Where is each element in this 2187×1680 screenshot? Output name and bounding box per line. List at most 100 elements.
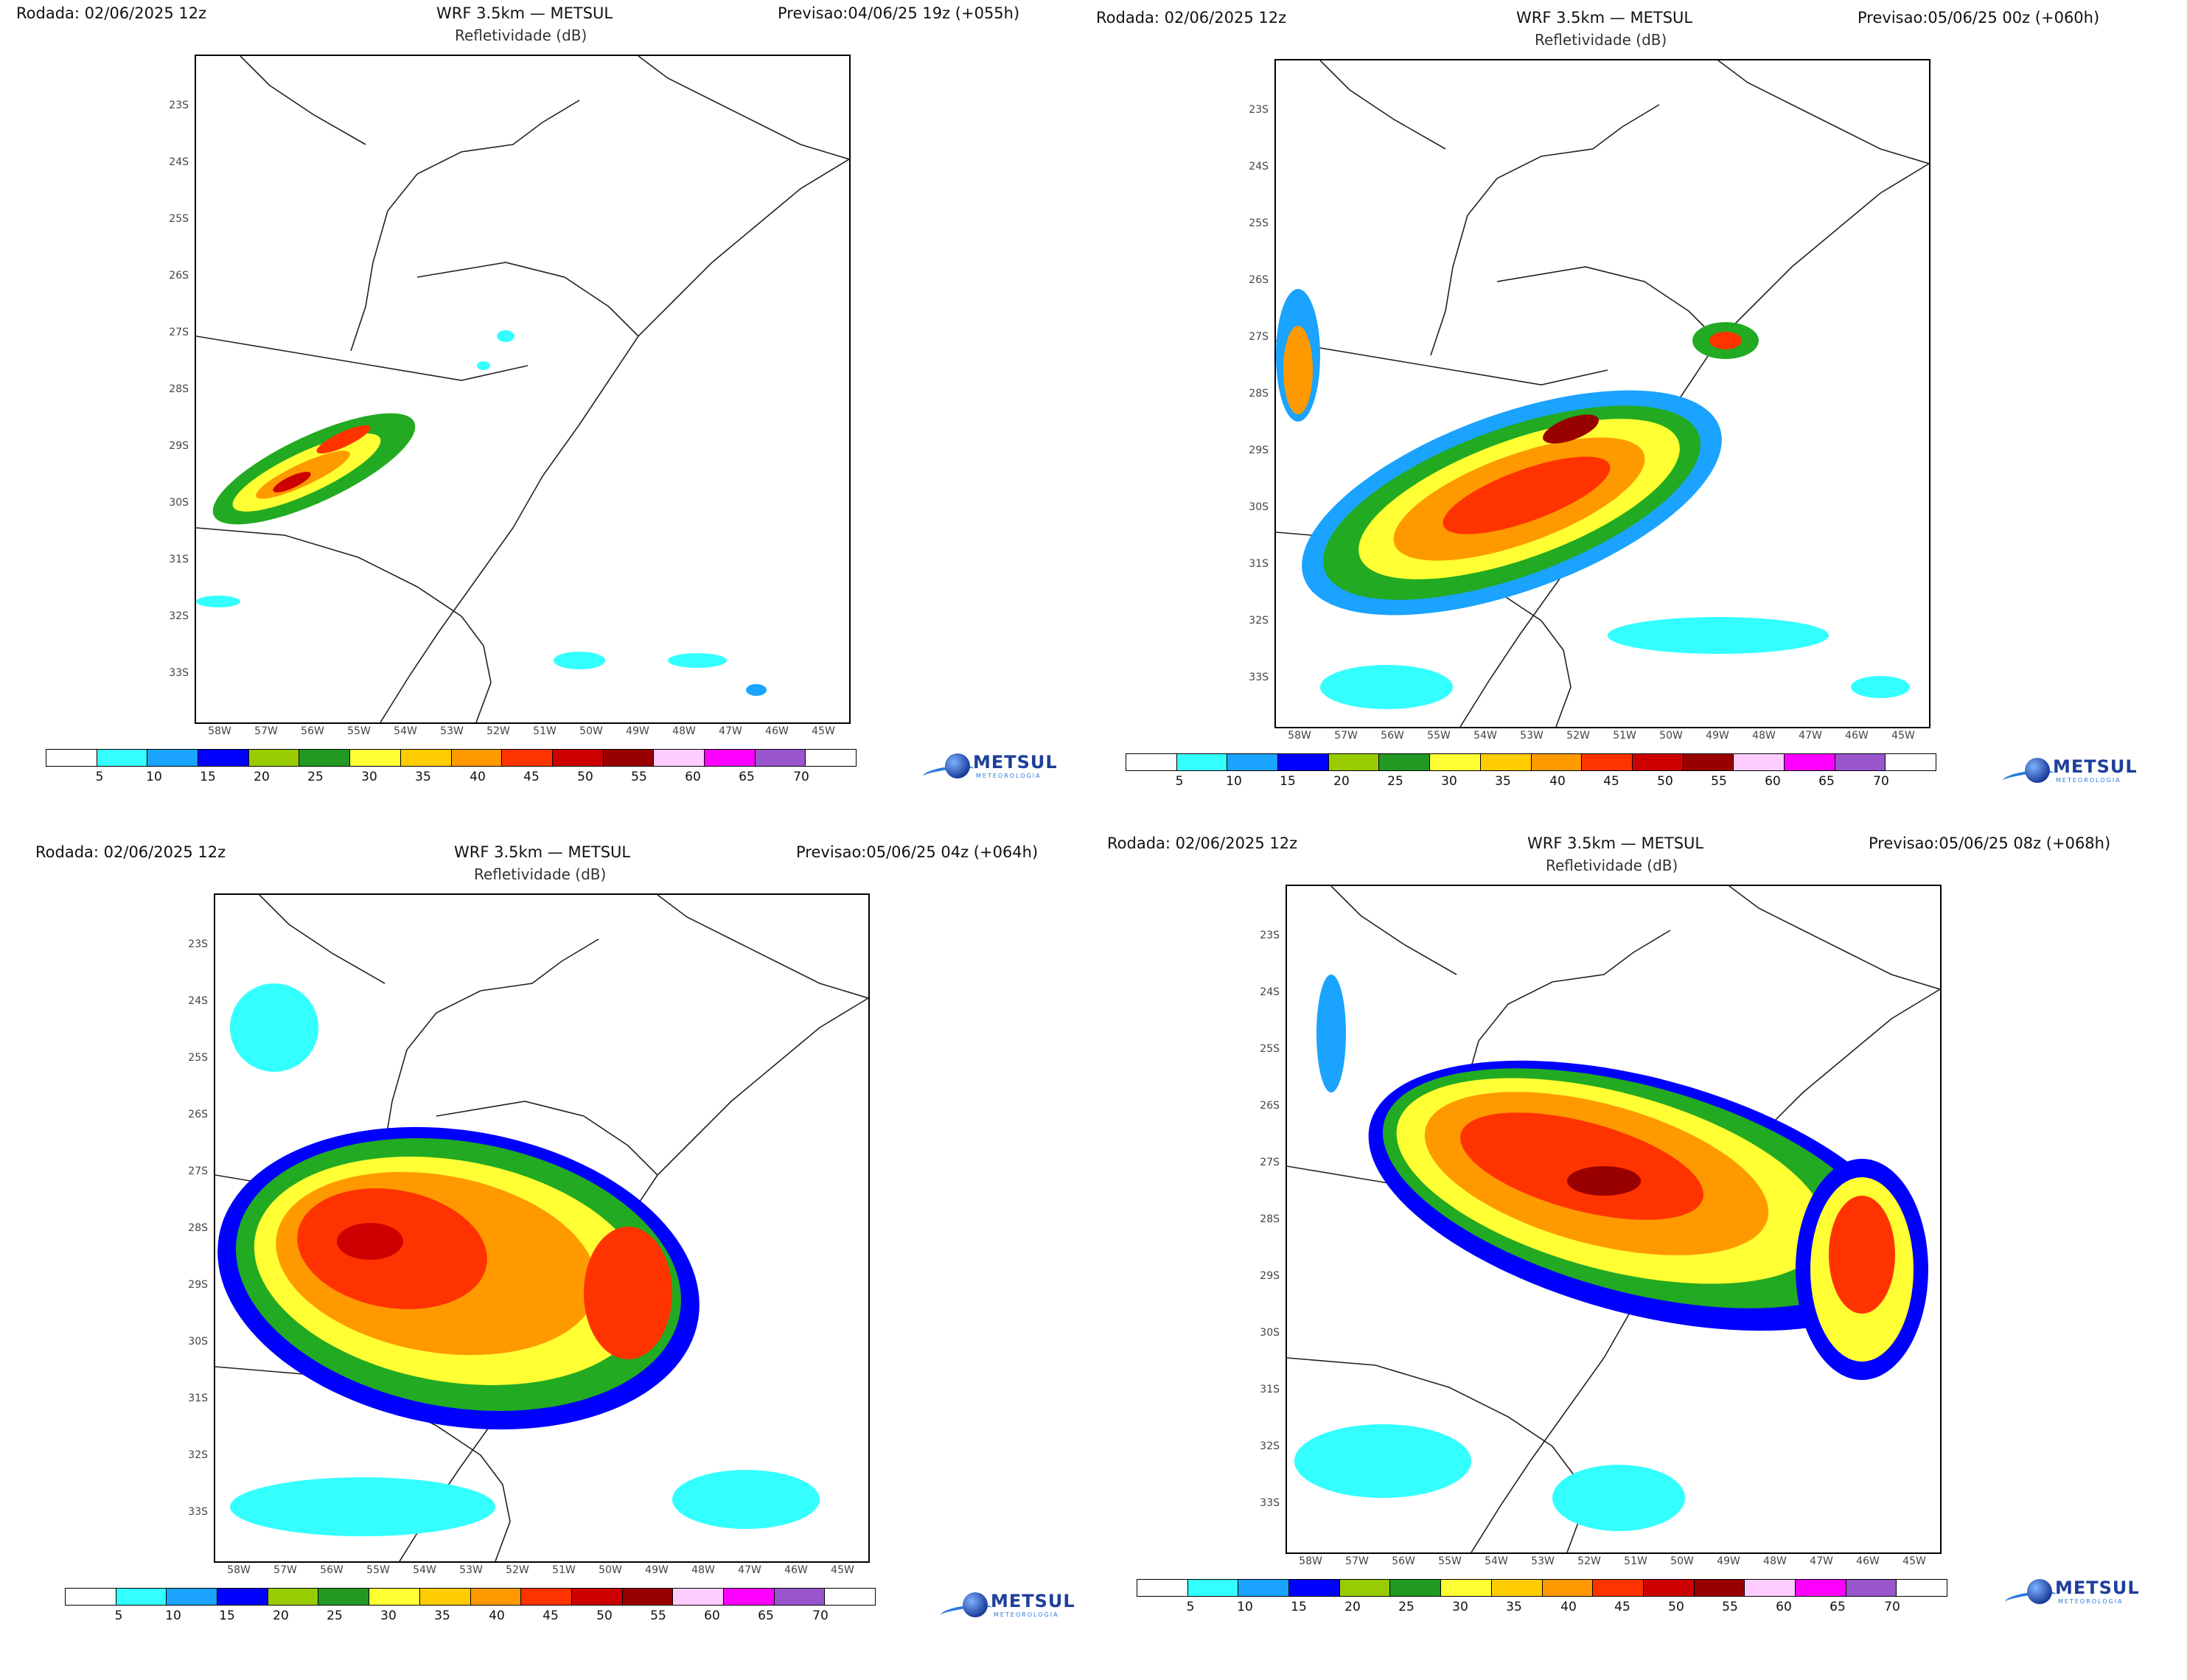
colorbar-label: 25 xyxy=(307,770,324,784)
colorbar-swatch xyxy=(268,1589,319,1605)
lon-label: 52W xyxy=(1577,1555,1601,1567)
colorbar-label: 15 xyxy=(200,770,216,784)
lon-label: 45W xyxy=(812,725,835,737)
colorbar-swatch xyxy=(217,1589,268,1605)
colorbar-swatch xyxy=(755,750,806,766)
lon-label: 55W xyxy=(1438,1555,1462,1567)
lon-label: 50W xyxy=(1659,730,1683,742)
colorbar-label: 60 xyxy=(685,770,701,784)
colorbar-swatch xyxy=(1897,1580,1947,1596)
model-title: WRF 3.5km — METSUL xyxy=(1516,9,1693,27)
colorbar-label: 25 xyxy=(1398,1600,1415,1614)
forecast-label: Previsao:05/06/25 04z (+064h) xyxy=(796,843,1039,861)
model-title: WRF 3.5km — METSUL xyxy=(454,843,631,861)
colorbar-label: 15 xyxy=(219,1608,235,1623)
lat-label: 30S xyxy=(188,1336,208,1348)
metsul-logo: METSUL METEOROLOGIA xyxy=(2002,755,2137,787)
colorbar-label: 30 xyxy=(1441,774,1457,789)
colorbar-swatch xyxy=(1137,1580,1188,1596)
lat-label: 31S xyxy=(169,554,189,565)
colorbar-label: 65 xyxy=(1830,1600,1846,1614)
panel-1: Rodada: 02/06/2025 12z WRF 3.5km — METSU… xyxy=(0,0,1084,826)
lon-label: 46W xyxy=(1845,730,1869,742)
colorbar-swatch xyxy=(1339,1580,1391,1596)
run-label: Rodada: 02/06/2025 12z xyxy=(35,843,226,861)
logo-name: METSUL xyxy=(2053,756,2138,777)
colorbar-swatch xyxy=(451,750,503,766)
lon-label: 48W xyxy=(672,725,696,737)
colorbar-swatch xyxy=(1531,754,1583,770)
lon-label: 50W xyxy=(599,1564,622,1576)
lon-label: 50W xyxy=(1670,1555,1694,1567)
panel-4: Rodada: 02/06/2025 12z WRF 3.5km — METSU… xyxy=(1091,826,2174,1651)
reflectivity-echoes xyxy=(196,330,767,696)
colorbar-swatch xyxy=(825,1589,875,1605)
lon-label: 46W xyxy=(765,725,789,737)
lon-label: 55W xyxy=(366,1564,390,1576)
colorbar-swatch xyxy=(1886,754,1936,770)
model-title: WRF 3.5km — METSUL xyxy=(1527,834,1704,852)
colorbar-label: 5 xyxy=(1175,774,1184,789)
lon-label: 47W xyxy=(1810,1555,1833,1567)
colorbar-label: 35 xyxy=(415,770,431,784)
lon-label: 57W xyxy=(1345,1555,1369,1567)
colorbar-swatch xyxy=(46,750,97,766)
colorbar-swatch xyxy=(369,1589,420,1605)
reflectivity-echoes xyxy=(1276,289,1910,709)
reflectivity-echoes xyxy=(1294,975,1928,1531)
lon-label: 58W xyxy=(208,725,231,737)
colorbar-label: 35 xyxy=(1506,1600,1522,1614)
colorbar-swatch xyxy=(1745,1580,1796,1596)
forecast-label: Previsao:05/06/25 00z (+060h) xyxy=(1858,9,2100,27)
lat-label: 23S xyxy=(188,938,208,950)
colorbar-label: 15 xyxy=(1280,774,1296,789)
colorbar-swatch xyxy=(603,750,655,766)
lat-label: 33S xyxy=(1260,1497,1280,1509)
colorbar-swatch xyxy=(1289,1580,1340,1596)
lat-label: 26S xyxy=(188,1109,208,1120)
field-title: Refletividade (dB) xyxy=(1535,31,1667,49)
colorbar xyxy=(1126,753,1936,771)
colorbar-label: 20 xyxy=(1344,1600,1361,1614)
lat-label: 24S xyxy=(169,156,189,168)
globe-icon xyxy=(963,1592,988,1617)
colorbar-label: 20 xyxy=(254,770,270,784)
colorbar-swatch xyxy=(198,750,249,766)
colorbar-swatch xyxy=(622,1589,674,1605)
lon-label: 47W xyxy=(738,1564,761,1576)
lat-label: 29S xyxy=(1260,1270,1280,1282)
colorbar-label: 20 xyxy=(1333,774,1350,789)
colorbar-label: 25 xyxy=(327,1608,343,1623)
colorbar-swatch xyxy=(806,750,856,766)
colorbar-label: 10 xyxy=(1237,1600,1253,1614)
colorbar-label: 30 xyxy=(1452,1600,1468,1614)
lat-label: 31S xyxy=(1260,1384,1280,1395)
lat-label: 33S xyxy=(1249,672,1269,683)
colorbar-label: 35 xyxy=(1495,774,1511,789)
colorbar-label: 50 xyxy=(596,1608,613,1623)
lon-label: 58W xyxy=(1299,1555,1322,1567)
colorbar-label: 10 xyxy=(1226,774,1242,789)
lat-label: 28S xyxy=(188,1222,208,1234)
lat-label: 26S xyxy=(1249,274,1269,286)
colorbar-label: 30 xyxy=(361,770,377,784)
colorbar-label: 65 xyxy=(1818,774,1835,789)
lat-label: 25S xyxy=(169,213,189,225)
lat-label: 29S xyxy=(1249,445,1269,456)
lon-label: 49W xyxy=(626,725,649,737)
colorbar-label: 25 xyxy=(1387,774,1403,789)
run-label: Rodada: 02/06/2025 12z xyxy=(1096,9,1287,27)
colorbar-label: 40 xyxy=(1549,774,1566,789)
colorbar-label: 70 xyxy=(793,770,809,784)
lon-label: 57W xyxy=(273,1564,297,1576)
colorbar-swatch xyxy=(167,1589,218,1605)
colorbar-swatch xyxy=(147,750,199,766)
lon-label: 57W xyxy=(1334,730,1358,742)
colorbar-swatch xyxy=(571,1589,623,1605)
colorbar-label: 20 xyxy=(273,1608,289,1623)
lon-label: 53W xyxy=(459,1564,483,1576)
lat-label: 32S xyxy=(188,1449,208,1461)
colorbar-label: 55 xyxy=(1722,1600,1738,1614)
map-graphic xyxy=(1287,886,1940,1552)
colorbar-swatch xyxy=(502,750,553,766)
